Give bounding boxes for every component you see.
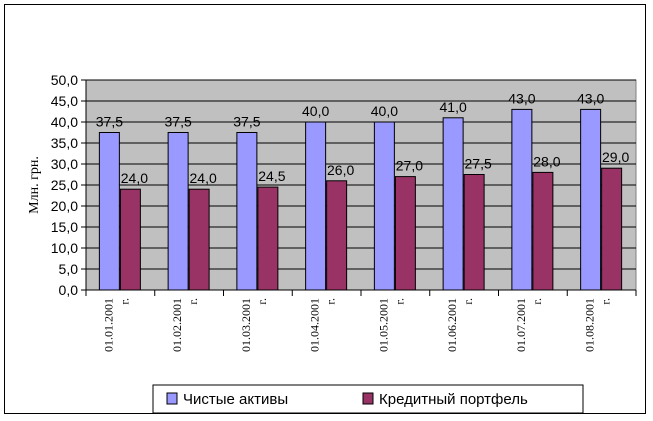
legend-swatch-credit-portfolio bbox=[362, 392, 374, 405]
x-tick-label: 01.05.2001 bbox=[376, 298, 390, 352]
bar-credit-portfolio bbox=[394, 176, 416, 291]
bar-credit-portfolio bbox=[257, 186, 279, 291]
data-label: 24,0 bbox=[121, 170, 148, 186]
bar-net-assets bbox=[511, 108, 533, 291]
bar-net-assets bbox=[580, 108, 602, 291]
y-tick-label: 30,0 bbox=[51, 156, 78, 172]
x-tick-label: 01.01.2001 bbox=[101, 298, 115, 352]
x-tick-label: г. bbox=[461, 298, 475, 305]
x-tick-label: 01.03.2001 bbox=[239, 298, 253, 352]
x-tick-label: 01.07.2001 bbox=[514, 298, 528, 352]
bar-credit-portfolio bbox=[188, 188, 210, 291]
y-tick-label: 15,0 bbox=[51, 219, 78, 235]
bar-credit-portfolio bbox=[532, 171, 554, 291]
x-tick-label: 01.02.2001 bbox=[170, 298, 184, 352]
legend-label-net-assets: Чистые активы bbox=[183, 391, 288, 408]
x-tick-label: г. bbox=[599, 298, 613, 305]
data-label: 27,5 bbox=[465, 156, 492, 172]
bar-credit-portfolio bbox=[601, 167, 623, 291]
y-tick-label: 5,0 bbox=[59, 261, 79, 277]
bar-credit-portfolio bbox=[119, 188, 141, 291]
data-label: 37,5 bbox=[233, 114, 260, 130]
data-label: 28,0 bbox=[533, 153, 560, 169]
y-tick-label: 45,0 bbox=[51, 93, 78, 109]
data-label: 27,0 bbox=[396, 158, 423, 174]
y-tick-label: 25,0 bbox=[51, 177, 78, 193]
bar-credit-portfolio bbox=[463, 174, 485, 291]
legend-swatch-net-assets bbox=[166, 392, 178, 405]
bar-net-assets bbox=[167, 132, 189, 291]
data-label: 40,0 bbox=[371, 103, 398, 119]
data-label: 43,0 bbox=[577, 90, 604, 106]
x-tick-label: г. bbox=[392, 298, 406, 305]
y-tick-label: 20,0 bbox=[51, 198, 78, 214]
legend-label-credit-portfolio: Кредитный портфель bbox=[379, 391, 528, 408]
x-tick-label: г. bbox=[530, 298, 544, 305]
y-axis-label: Млн. грн. bbox=[27, 156, 42, 214]
bar-net-assets bbox=[98, 132, 120, 291]
bar-net-assets bbox=[305, 121, 327, 291]
x-tick-label: г. bbox=[186, 298, 200, 305]
x-tick-label: г. bbox=[255, 298, 269, 305]
y-tick-label: 35,0 bbox=[51, 135, 78, 151]
y-tick-label: 0,0 bbox=[59, 282, 79, 298]
data-label: 40,0 bbox=[302, 103, 329, 119]
data-label: 37,5 bbox=[96, 114, 123, 130]
data-label: 26,0 bbox=[327, 162, 354, 178]
x-tick-label: г. bbox=[117, 298, 131, 305]
data-label: 24,0 bbox=[190, 170, 217, 186]
bar-credit-portfolio bbox=[326, 180, 348, 291]
x-tick-label: г. bbox=[324, 298, 338, 305]
data-label: 37,5 bbox=[165, 114, 192, 130]
x-tick-label: 01.08.2001 bbox=[583, 298, 597, 352]
bar-net-assets bbox=[442, 117, 464, 291]
y-tick-label: 50,0 bbox=[51, 72, 78, 88]
x-tick-label: 01.04.2001 bbox=[308, 298, 322, 352]
bar-net-assets bbox=[236, 132, 258, 291]
y-tick-label: 40,0 bbox=[51, 114, 78, 130]
data-label: 24,5 bbox=[258, 168, 285, 184]
data-label: 29,0 bbox=[602, 149, 629, 165]
data-label: 43,0 bbox=[508, 90, 535, 106]
x-tick-label: 01.06.2001 bbox=[445, 298, 459, 352]
bar-net-assets bbox=[373, 121, 395, 291]
y-tick-label: 10,0 bbox=[51, 240, 78, 256]
data-label: 41,0 bbox=[440, 99, 467, 115]
